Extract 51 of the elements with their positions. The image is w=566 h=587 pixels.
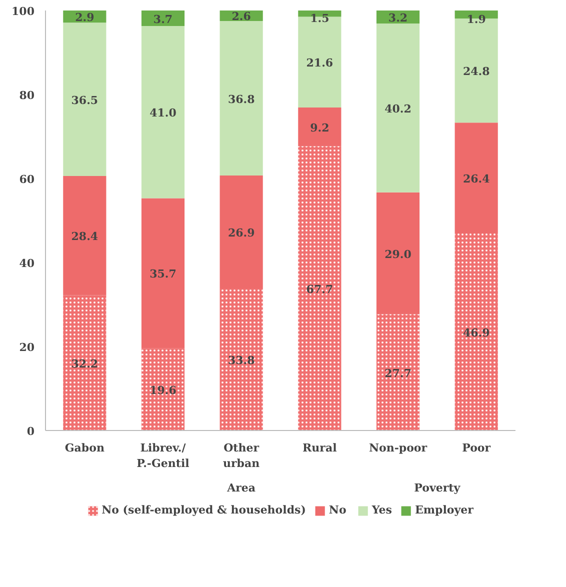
text: 3.7	[153, 12, 173, 26]
text: 41.0	[150, 106, 176, 120]
text: 2.9	[75, 11, 94, 24]
text: 9.2	[310, 121, 330, 134]
text: 33.8	[228, 354, 255, 368]
legend-label: Yes	[372, 504, 392, 516]
bar	[63, 22, 106, 176]
text: 27.7	[384, 366, 412, 380]
text: 21.6	[306, 56, 334, 70]
y-tick-label: 80	[19, 89, 35, 102]
bar	[298, 108, 342, 146]
text: Poverty	[414, 482, 461, 494]
text: 26.9	[228, 226, 255, 240]
text: 36.8	[228, 92, 255, 106]
legend-label: Employer	[415, 504, 474, 516]
y-tick-label: 0	[26, 425, 35, 438]
bar	[141, 198, 185, 348]
legend-label: No (self-employed & households)	[102, 504, 306, 516]
bar	[141, 10, 185, 26]
bar	[63, 176, 106, 296]
x-tick-label: Gabon	[64, 442, 104, 454]
y-tick-label: 40	[19, 257, 35, 270]
text: 29.0	[384, 248, 412, 261]
y-tick-label: 20	[19, 341, 35, 354]
text: 32.2	[71, 357, 98, 370]
x-tick-label: Non-poor	[368, 442, 428, 454]
text: 26.4	[462, 172, 490, 186]
bar	[220, 176, 263, 289]
text: 28.4	[71, 230, 98, 244]
text: 3.2	[388, 11, 408, 24]
y-tick-label: 100	[12, 5, 35, 18]
x-tick-label: Librev./ P.-Gentil	[136, 442, 190, 470]
text: 24.8	[462, 65, 490, 78]
bar	[141, 26, 185, 198]
x-tick-label: Other urban	[223, 442, 260, 470]
bar	[220, 21, 263, 176]
text: 19.6	[150, 384, 176, 397]
text: 36.5	[71, 94, 98, 107]
x-tick-label: Rural	[302, 442, 337, 454]
y-tick-label: 60	[19, 173, 35, 186]
bar	[454, 122, 498, 234]
text: 46.9	[462, 326, 490, 340]
bar	[376, 24, 420, 192]
bar	[376, 192, 420, 314]
text: 2.6	[232, 10, 251, 24]
text: 40.2	[384, 102, 412, 116]
text: Area	[226, 482, 256, 494]
legend-label: No	[328, 504, 348, 516]
text: 67.7	[306, 282, 334, 296]
x-tick-label: Poor	[462, 442, 491, 454]
text: 35.7	[150, 268, 176, 281]
